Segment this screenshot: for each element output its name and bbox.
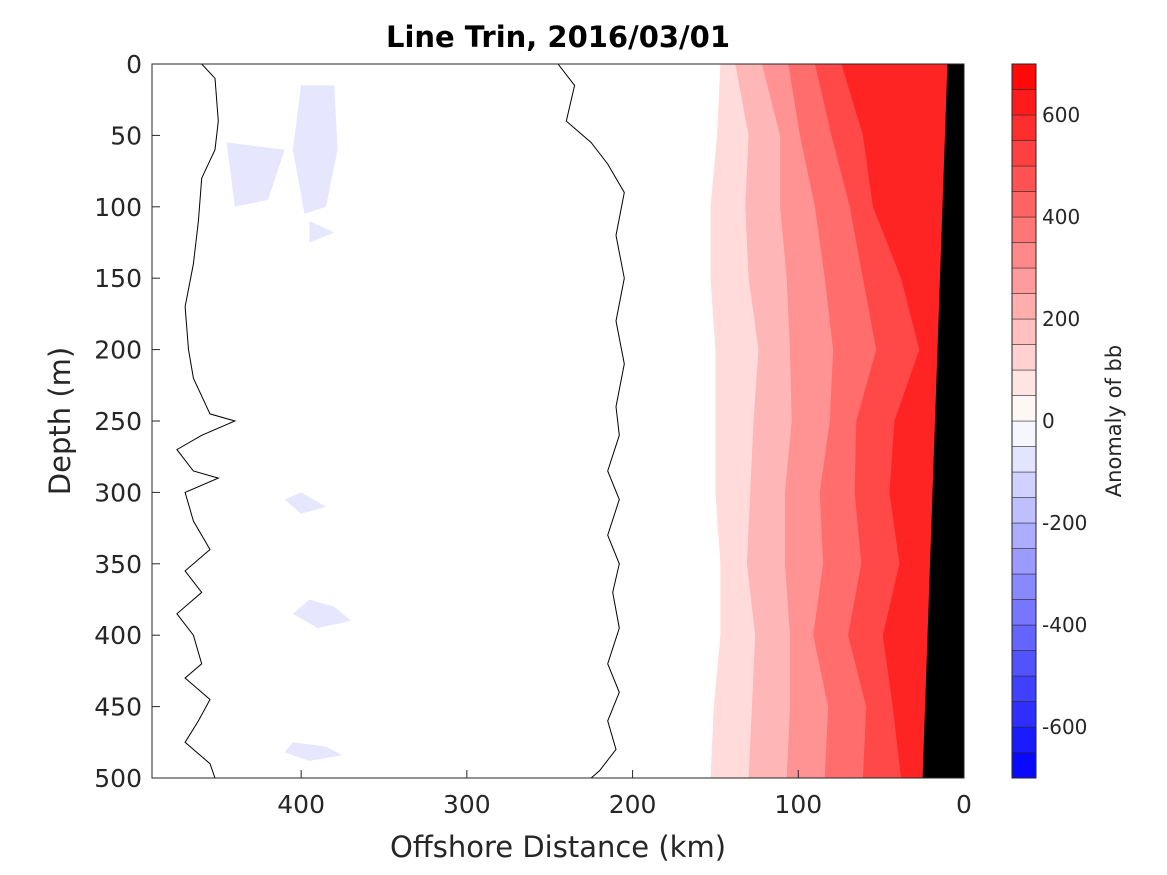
x-axis: 400 300 200 100 0 [277,770,972,819]
y-tick-label: 50 [110,121,142,150]
negative-patch [292,599,351,629]
y-tick-label: 500 [94,764,142,793]
colorbar-tick-label: -400 [1042,613,1087,637]
colorbar-cell [1011,650,1037,677]
colorbar-cell [1011,318,1037,345]
y-tick-label: 450 [94,693,142,722]
bathymetry-shelf [922,64,964,778]
zero-contour-line [176,64,237,778]
negative-patch [309,221,335,243]
colorbar-cell [1011,701,1037,728]
x-tick-label: 300 [443,790,491,819]
negative-patch [284,492,326,514]
colorbar-cell [1011,344,1037,371]
colorbar-cell [1011,267,1037,294]
colorbar: -600 -400 -200 0 200 400 600 [1011,63,1087,779]
colorbar-cell [1011,599,1037,626]
negative-patch [226,142,285,207]
colorbar-cell [1011,420,1037,447]
zero-contours [176,64,625,778]
negative-anomaly-patches [226,85,351,761]
y-tick-label: 400 [94,621,142,650]
colorbar-cell [1011,624,1037,651]
colorbar-cell [1011,752,1037,779]
y-tick-label: 100 [94,193,142,222]
y-axis: 0 50 100 150 200 250 300 350 400 450 500 [94,50,160,793]
negative-patch [284,742,343,761]
anomaly-field [710,64,964,778]
colorbar-cell [1011,369,1037,396]
colorbar-cell [1011,497,1037,524]
colorbar-tick-label: -600 [1042,715,1087,739]
colorbar-cell [1011,165,1037,192]
colorbar-cell [1011,63,1037,90]
x-tick-label: 0 [956,790,972,819]
colorbar-tick-label: 200 [1042,307,1080,331]
colorbar-cell [1011,89,1037,116]
colorbar-cell [1011,471,1037,498]
chart-title: Line Trin, 2016/03/01 [386,20,730,54]
colorbar-frame [1011,63,1037,779]
x-axis-label: Offshore Distance (km) [390,830,726,864]
x-tick-label: 200 [609,790,657,819]
y-tick-label: 200 [94,336,142,365]
x-tick-label: 400 [277,790,325,819]
y-tick-label: 300 [94,478,142,507]
negative-patch [292,85,338,214]
y-axis-label: Depth (m) [43,347,77,495]
colorbar-cell [1011,395,1037,422]
colorbar-cell [1011,675,1037,702]
plot-area [152,64,964,778]
colorbar-cell [1011,293,1037,320]
colorbar-cell [1011,548,1037,575]
colorbar-label: Anomaly of bb [1102,345,1126,497]
colorbar-tick-label: 0 [1042,409,1055,433]
colorbar-cell [1011,114,1037,141]
colorbar-tick-label: 600 [1042,103,1080,127]
colorbar-tick-label: 400 [1042,205,1080,229]
colorbar-tick-label: -200 [1042,511,1087,535]
zero-contour-line [557,64,625,778]
colorbar-cell [1011,726,1037,753]
x-tick-label: 100 [774,790,822,819]
colorbar-cell [1011,242,1037,269]
colorbar-cell [1011,216,1037,243]
y-tick-label: 150 [94,264,142,293]
y-tick-label: 350 [94,550,142,579]
colorbar-cell [1011,573,1037,600]
y-tick-label: 0 [126,50,142,79]
colorbar-cell [1011,140,1037,167]
colorbar-cell [1011,191,1037,218]
colorbar-cell [1011,522,1037,549]
colorbar-cell [1011,446,1037,473]
y-tick-label: 250 [94,407,142,436]
